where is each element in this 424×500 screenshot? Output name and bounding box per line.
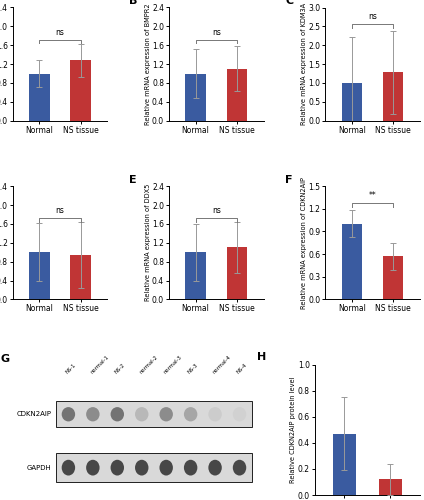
Text: normal-1: normal-1 xyxy=(89,355,110,375)
Text: H: H xyxy=(257,352,266,362)
Text: G: G xyxy=(1,354,10,364)
Bar xyxy=(342,83,362,120)
Ellipse shape xyxy=(61,407,75,422)
Bar xyxy=(383,72,403,120)
Text: C: C xyxy=(285,0,293,6)
Ellipse shape xyxy=(159,460,173,475)
Y-axis label: Relative mRNA expression of BMPR2: Relative mRNA expression of BMPR2 xyxy=(145,4,151,125)
FancyBboxPatch shape xyxy=(56,454,252,482)
Text: NS-2: NS-2 xyxy=(114,363,126,375)
Text: ns: ns xyxy=(56,206,64,216)
Bar xyxy=(342,224,362,300)
Ellipse shape xyxy=(208,407,222,422)
Y-axis label: Relative mRNA expression of DDX5: Relative mRNA expression of DDX5 xyxy=(145,184,151,302)
Ellipse shape xyxy=(184,460,197,475)
Ellipse shape xyxy=(111,460,124,475)
Text: NS-1: NS-1 xyxy=(65,363,77,375)
Bar xyxy=(29,252,50,300)
Bar xyxy=(185,74,206,120)
Text: NS-3: NS-3 xyxy=(187,363,199,375)
Text: normal-3: normal-3 xyxy=(163,355,183,375)
Text: B: B xyxy=(129,0,137,6)
Ellipse shape xyxy=(233,407,246,422)
Text: **: ** xyxy=(368,190,377,200)
Bar xyxy=(29,74,50,120)
Bar xyxy=(185,252,206,300)
Text: ns: ns xyxy=(368,12,377,22)
Bar xyxy=(333,434,356,495)
Ellipse shape xyxy=(86,460,100,475)
Text: GAPDH: GAPDH xyxy=(27,464,51,470)
Ellipse shape xyxy=(86,407,100,422)
Ellipse shape xyxy=(159,407,173,422)
Ellipse shape xyxy=(184,407,197,422)
Text: NS-4: NS-4 xyxy=(236,363,248,375)
Bar xyxy=(383,256,403,300)
Ellipse shape xyxy=(61,460,75,475)
Y-axis label: Relative CDKN2AIP protein level: Relative CDKN2AIP protein level xyxy=(290,376,296,483)
Ellipse shape xyxy=(233,460,246,475)
Bar xyxy=(226,248,247,300)
Text: ns: ns xyxy=(212,206,220,216)
Bar xyxy=(70,254,91,300)
Text: CDKN2AIP: CDKN2AIP xyxy=(17,412,51,418)
Text: E: E xyxy=(129,175,137,185)
Ellipse shape xyxy=(135,407,148,422)
Y-axis label: Relative mRNA expression of KDM3A: Relative mRNA expression of KDM3A xyxy=(301,3,307,125)
Text: normal-4: normal-4 xyxy=(212,355,232,375)
Y-axis label: Relative mRNA expression of CDKN2AIP: Relative mRNA expression of CDKN2AIP xyxy=(301,177,307,309)
Text: normal-2: normal-2 xyxy=(138,355,159,375)
Text: F: F xyxy=(285,175,293,185)
Ellipse shape xyxy=(208,460,222,475)
Ellipse shape xyxy=(135,460,148,475)
Text: ns: ns xyxy=(212,28,220,37)
Ellipse shape xyxy=(111,407,124,422)
Bar xyxy=(226,69,247,120)
Bar xyxy=(379,480,402,495)
Text: ns: ns xyxy=(56,28,64,37)
FancyBboxPatch shape xyxy=(56,401,252,427)
Bar xyxy=(70,60,91,120)
